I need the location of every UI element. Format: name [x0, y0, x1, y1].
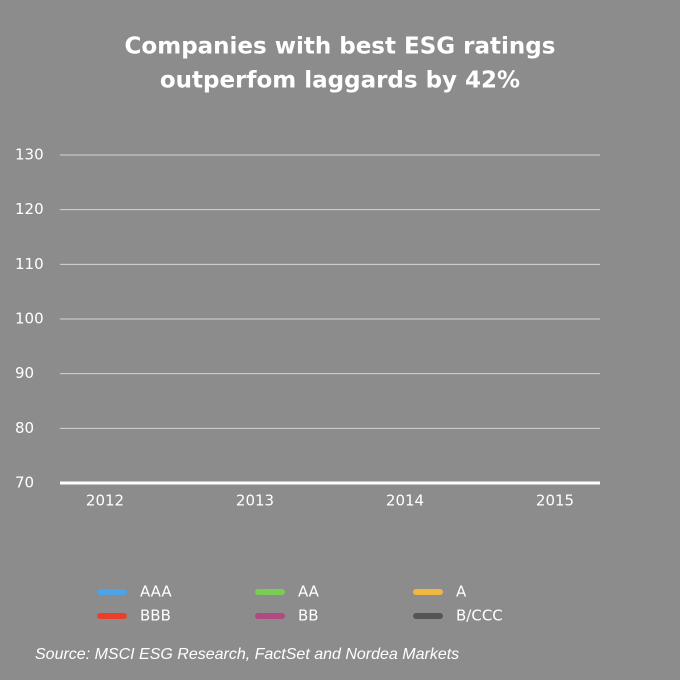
y-tick-label: 70: [15, 474, 34, 492]
x-tick-label: 2012: [86, 492, 124, 510]
x-tick-label: 2015: [536, 492, 574, 510]
y-tick-label: 110: [15, 255, 44, 273]
y-tick-label: 100: [15, 310, 44, 328]
legend-label: B/CCC: [456, 607, 503, 625]
x-tick-label: 2013: [236, 492, 274, 510]
legend-label: BBB: [140, 607, 171, 625]
legend-label: A: [456, 583, 467, 601]
legend-label: BB: [298, 607, 319, 625]
y-tick-label: 80: [15, 419, 34, 437]
legend-label: AA: [298, 583, 320, 601]
x-tick-label: 2014: [386, 492, 424, 510]
chart-title: Companies with best ESG ratings: [125, 34, 556, 60]
source: Source: MSCI ESG Research, FactSet and N…: [35, 646, 459, 663]
y-tick-label: 90: [15, 364, 34, 382]
legend-label: AAA: [140, 583, 172, 601]
chart-title: outperfom laggards by 42%: [160, 68, 520, 94]
y-tick-label: 130: [15, 146, 44, 164]
y-tick-label: 120: [15, 200, 44, 218]
